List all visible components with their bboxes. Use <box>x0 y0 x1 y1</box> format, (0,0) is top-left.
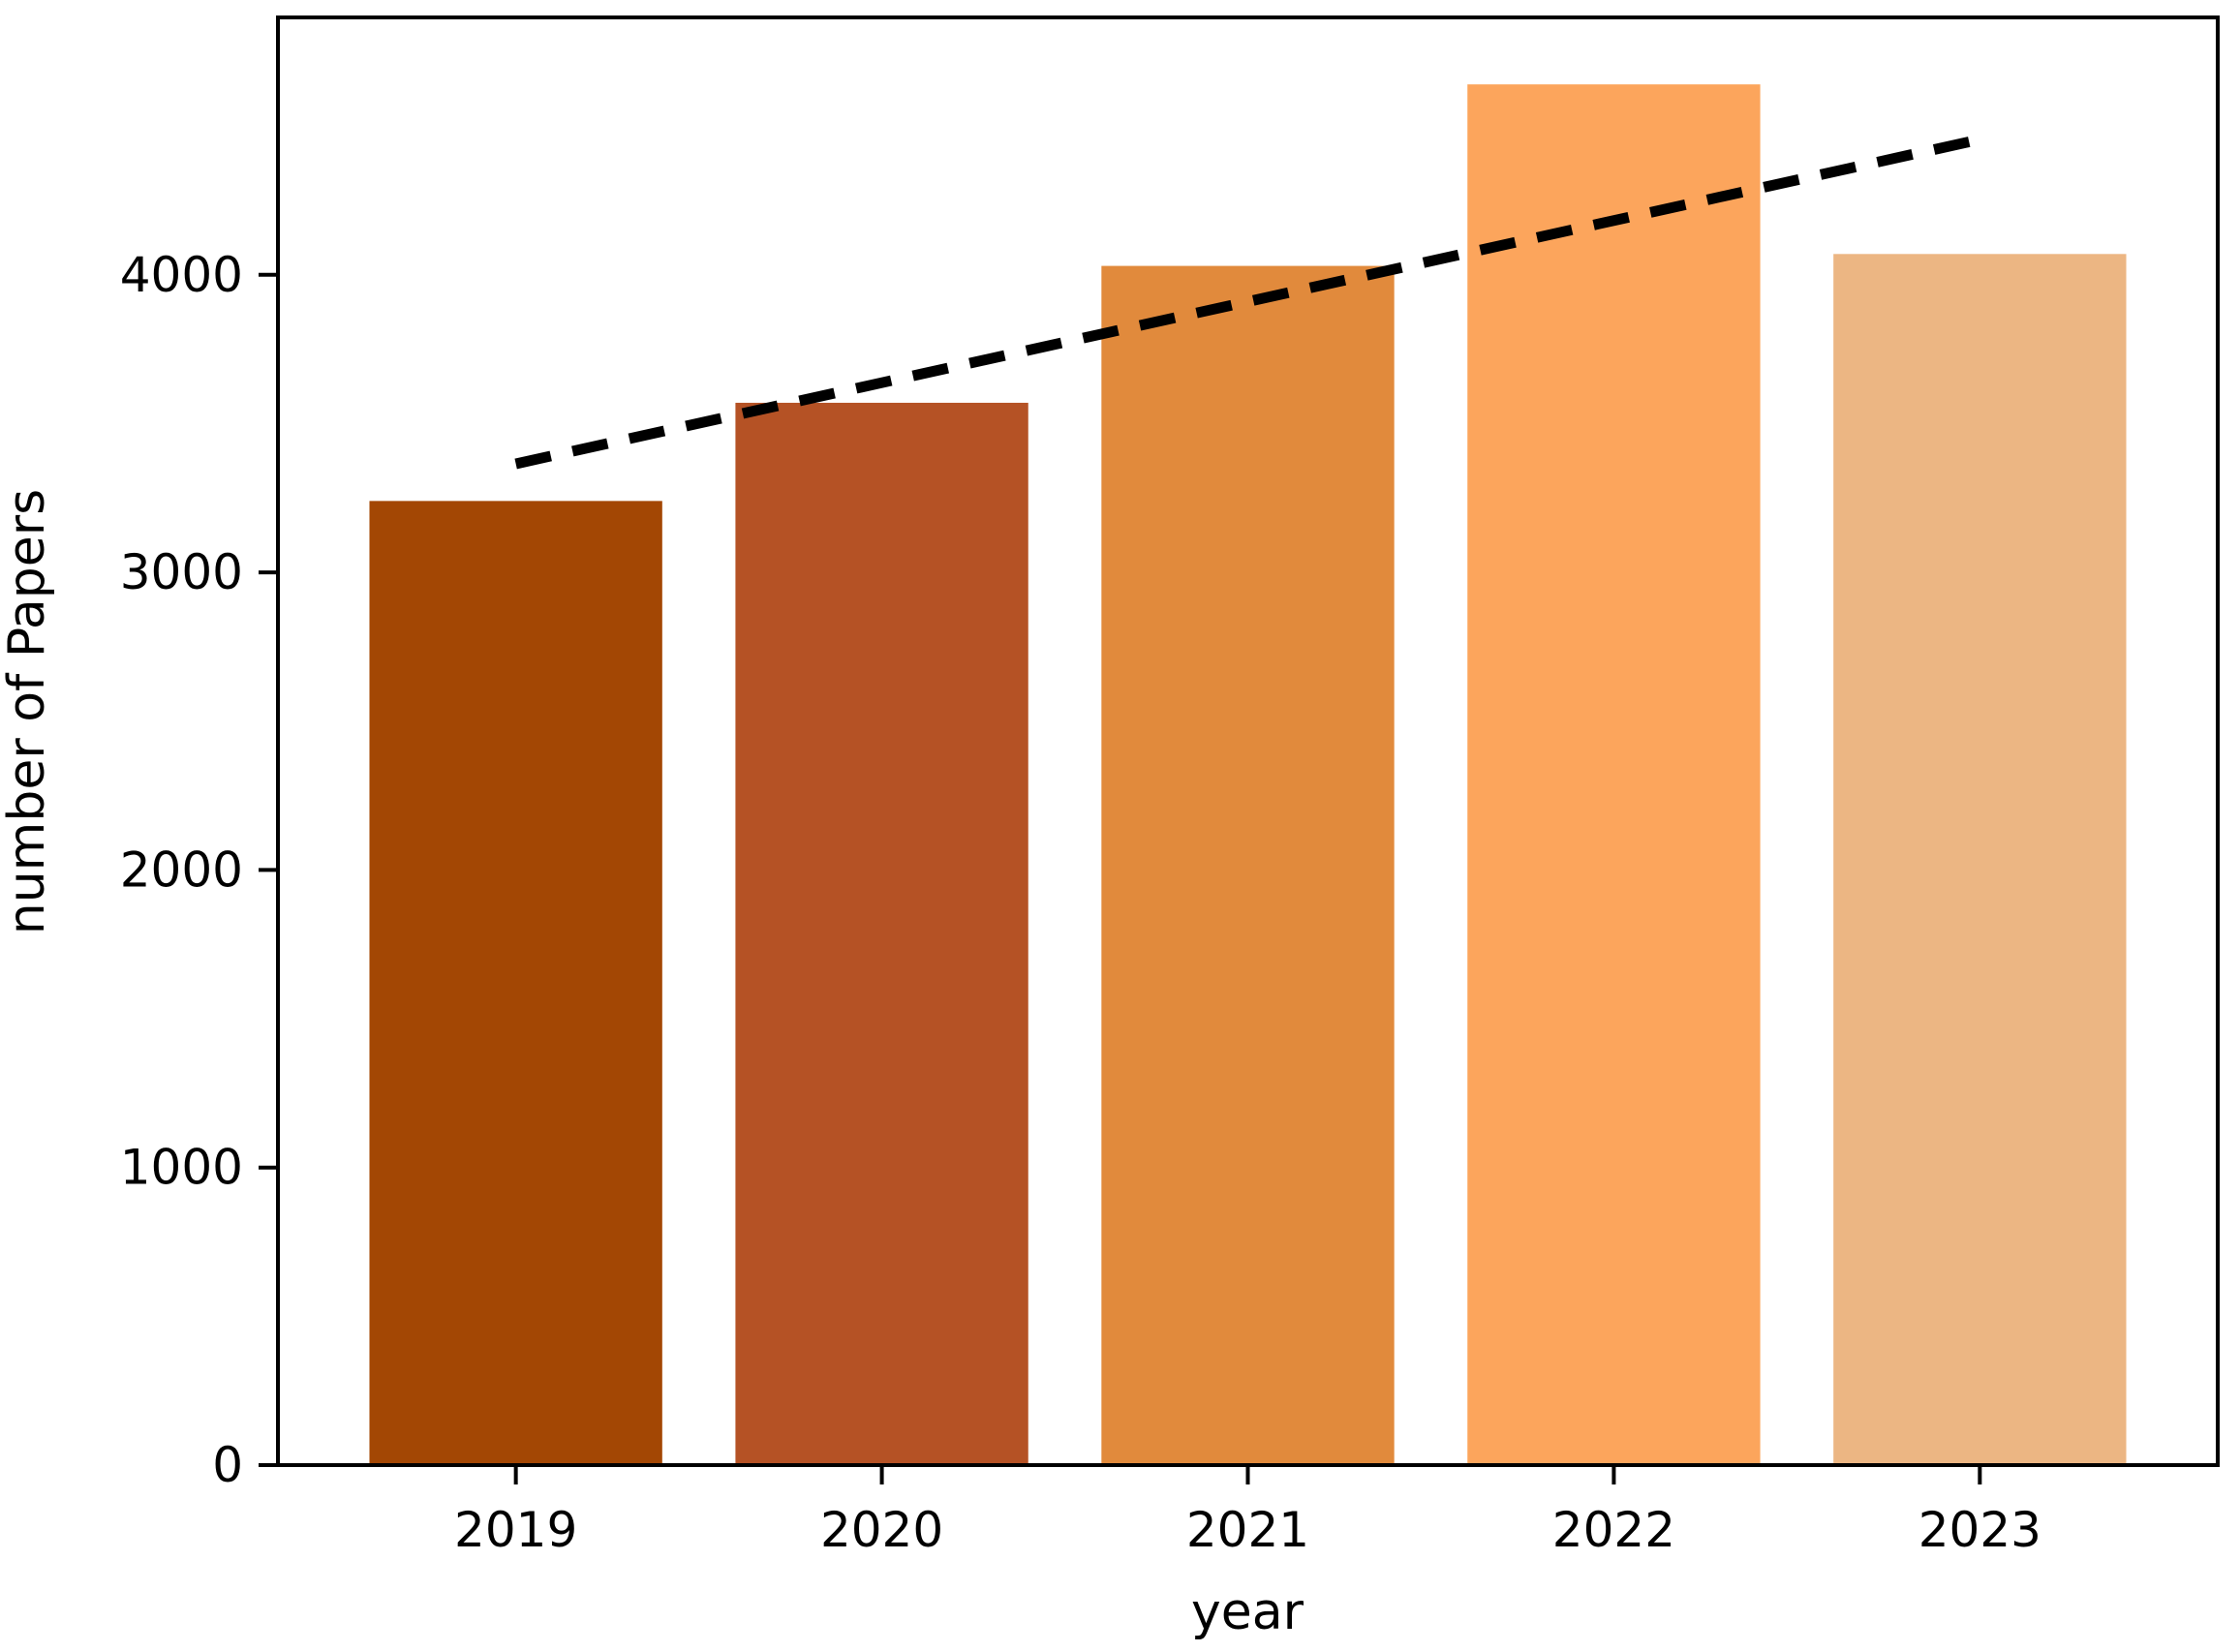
y-tick-label-3000: 3000 <box>120 544 243 600</box>
trendline-dashed <box>514 134 1981 470</box>
bar-2020 <box>735 402 1028 1465</box>
axes-layer <box>259 15 2220 1484</box>
trendline-layer <box>514 134 1981 470</box>
y-tick-label-0: 0 <box>212 1437 243 1493</box>
bar-2019 <box>369 501 662 1465</box>
bar-2022 <box>1467 84 1761 1465</box>
bars-layer <box>369 84 2127 1465</box>
y-tick-label-4000: 4000 <box>120 247 243 303</box>
bar-2023 <box>1833 254 2127 1465</box>
x-tick-label-2023: 2023 <box>1918 1502 2041 1558</box>
x-tick-label-2020: 2020 <box>820 1502 943 1558</box>
y-tick-label-1000: 1000 <box>120 1140 243 1196</box>
tick-labels-layer: 0 1000 2000 3000 4000 2019 2020 2021 2022 2023 <box>120 247 2041 1558</box>
x-axis-label: year <box>1191 1583 1304 1641</box>
y-axis-label: number of Papers <box>0 489 56 934</box>
x-tick-label-2022: 2022 <box>1552 1502 1675 1558</box>
bar-2021 <box>1101 265 1395 1465</box>
x-tick-label-2021: 2021 <box>1186 1502 1309 1558</box>
y-tick-label-2000: 2000 <box>120 841 243 898</box>
x-tick-label-2019: 2019 <box>454 1502 577 1558</box>
